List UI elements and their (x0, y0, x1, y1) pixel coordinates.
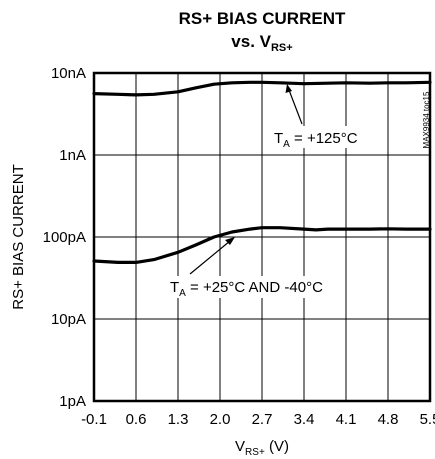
y-tick-label-3: 1nA (59, 147, 86, 164)
series-label-125-arrow (288, 89, 303, 125)
series-label-125-text: TA = +125°C (274, 130, 358, 150)
y-tick-labels: 1pA 10pA 100pA 1nA 10nA (43, 65, 86, 410)
series-label-125-subscript: A (283, 139, 290, 150)
series-label-125-arrowhead (285, 84, 292, 93)
series-label-125: TA = +125°C (268, 84, 364, 150)
x-tick-label-0: -0.1 (81, 411, 107, 428)
y-tick-label-1: 10pA (51, 311, 86, 328)
y-tick-label-4: 10nA (51, 65, 86, 82)
chart-subtitle-subscript: RS+ (271, 42, 293, 54)
series-label-125-main: T (274, 130, 283, 147)
chart-subtitle: vs. VRS+ (231, 32, 292, 54)
series-label-25-40-arrow (189, 240, 231, 275)
chart-subtitle-prefix: vs. V (231, 32, 271, 51)
series-label-25-40: TA = +25°C AND -40°C (166, 237, 338, 299)
plot-frame (92, 71, 432, 403)
series-label-125-bg (268, 126, 364, 148)
series-label-25-40-suffix: = +25°C AND -40°C (186, 279, 323, 296)
series-label-125-suffix: = +125°C (290, 130, 358, 147)
series-label-25-40-main: T (170, 279, 179, 296)
chart-title: RS+ BIAS CURRENT (179, 9, 346, 28)
series-label-25-40-arrowhead (225, 237, 235, 245)
figure-code: MAX9934 toc15 (422, 91, 431, 148)
x-tick-label-8: 5.5 (420, 411, 435, 428)
x-tick-label-1: 0.6 (126, 411, 147, 428)
x-axis-label-subscript: RS+ (245, 447, 265, 458)
x-tick-label-5: 3.4 (294, 411, 315, 428)
series-label-25-40-bg (166, 276, 338, 298)
x-tick-label-6: 4.1 (336, 411, 357, 428)
y-tick-label-0: 1pA (59, 393, 86, 410)
x-tick-label-7: 4.8 (378, 411, 399, 428)
series-line-1 (92, 226, 432, 264)
x-tick-label-2: 1.3 (168, 411, 189, 428)
x-tick-labels: -0.1 0.6 1.3 2.0 2.7 3.4 4.1 4.8 5.5 (81, 411, 435, 428)
x-axis-label-suffix: (V) (265, 438, 289, 455)
series-label-25-40-text: TA = +25°C AND -40°C (170, 279, 323, 299)
y-tick-label-2: 100pA (43, 229, 86, 246)
x-tick-label-3: 2.0 (210, 411, 231, 428)
x-axis-label: VRS+ (V) (235, 438, 289, 458)
series-lines (92, 80, 432, 264)
grid (93, 72, 431, 402)
y-axis-label: RS+ BIAS CURRENT (10, 164, 27, 309)
series-label-25-40-subscript: A (179, 288, 186, 299)
x-axis-label-main: V (235, 438, 245, 455)
series-line-0 (92, 80, 432, 97)
x-tick-label-4: 2.7 (252, 411, 273, 428)
